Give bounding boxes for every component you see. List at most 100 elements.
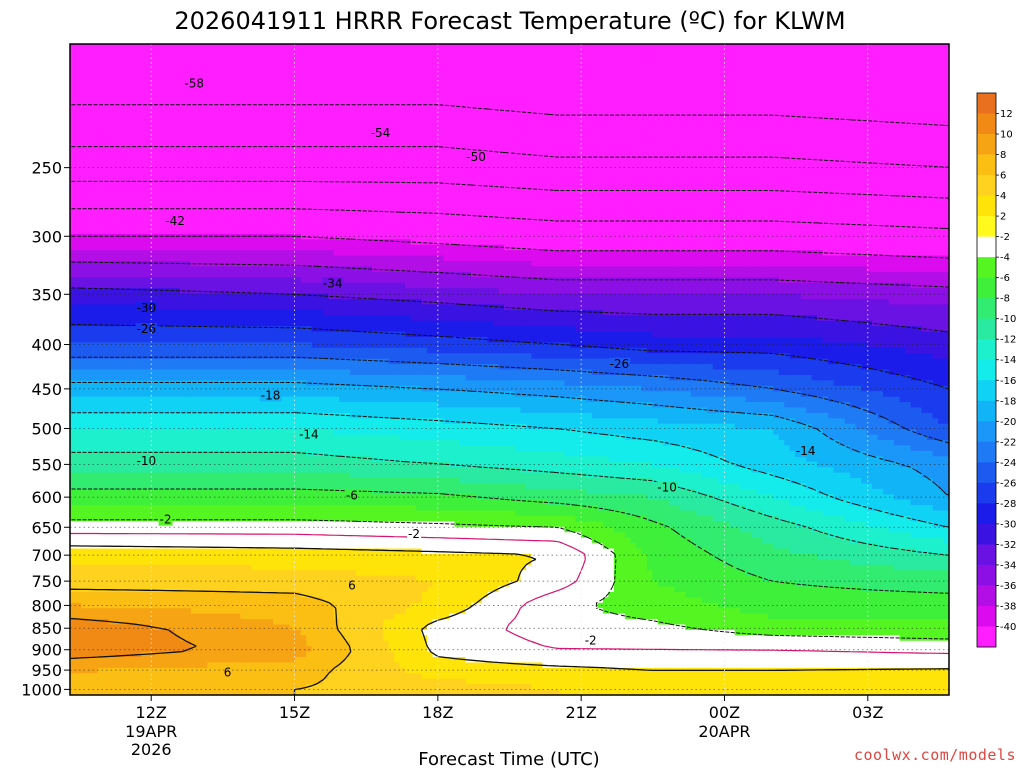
- temperature-cell: [113, 141, 121, 148]
- temperature-cell: [97, 223, 104, 230]
- temperature-cell: [124, 423, 132, 430]
- temperature-cell: [179, 201, 186, 208]
- temperature-cell: [163, 586, 170, 593]
- temperature-cell: [70, 201, 77, 208]
- temperature-cell: [218, 510, 225, 517]
- temperature-cell: [91, 76, 99, 83]
- temperature-cell: [146, 223, 153, 230]
- temperature-cell: [284, 304, 291, 311]
- temperature-cell: [245, 157, 252, 164]
- temperature-cell: [284, 423, 291, 430]
- temperature-cell: [207, 472, 214, 479]
- temperature-cell: [223, 282, 230, 289]
- temperature-cell: [70, 76, 77, 83]
- temperature-cell: [256, 255, 263, 262]
- temperature-cell: [179, 391, 186, 398]
- temperature-cell: [146, 212, 153, 219]
- temperature-cell: [201, 65, 208, 72]
- temperature-cell: [251, 49, 258, 56]
- temperature-cell: [152, 537, 159, 544]
- temperature-cell: [262, 559, 269, 566]
- temperature-cell: [251, 635, 258, 642]
- temperature-cell: [97, 559, 104, 566]
- temperature-cell: [207, 239, 214, 246]
- temperature-cell: [157, 434, 164, 441]
- temperature-cell: [201, 342, 208, 349]
- temperature-cell: [251, 418, 258, 425]
- temperature-cell: [201, 646, 208, 653]
- temperature-cell: [86, 640, 93, 647]
- temperature-cell: [223, 640, 230, 647]
- temperature-cell: [234, 440, 241, 447]
- temperature-cell: [108, 553, 115, 560]
- temperature-cell: [201, 673, 208, 680]
- temperature-cell: [119, 336, 126, 343]
- temperature-cell: [135, 212, 143, 219]
- temperature-cell: [278, 629, 285, 636]
- temperature-cell: [267, 109, 274, 116]
- temperature-cell: [245, 119, 252, 126]
- temperature-cell: [119, 320, 126, 327]
- temperature-cell: [75, 174, 82, 181]
- temperature-cell: [229, 608, 236, 615]
- temperature-cell: [97, 87, 104, 94]
- temperature-cell: [207, 402, 214, 409]
- temperature-cell: [267, 288, 274, 295]
- temperature-cell: [102, 521, 110, 528]
- temperature-cell: [102, 223, 110, 230]
- temperature-cell: [152, 510, 159, 517]
- temperature-cell: [201, 130, 208, 137]
- temperature-cell: [168, 206, 175, 213]
- temperature-cell: [218, 168, 225, 175]
- temperature-cell: [278, 602, 285, 609]
- temperature-cell: [75, 125, 82, 132]
- temperature-cell: [75, 418, 82, 425]
- temperature-cell: [108, 223, 115, 230]
- temperature-cell: [146, 385, 153, 392]
- temperature-cell: [240, 510, 247, 517]
- temperature-cell: [190, 336, 197, 343]
- temperature-cell: [152, 532, 159, 539]
- temperature-cell: [80, 591, 88, 598]
- temperature-cell: [135, 347, 143, 354]
- temperature-cell: [295, 244, 302, 251]
- temperature-cell: [190, 309, 197, 316]
- temperature-cell: [163, 543, 170, 550]
- temperature-cell: [273, 336, 280, 343]
- temperature-cell: [130, 342, 137, 349]
- temperature-cell: [168, 239, 175, 246]
- temperature-cell: [91, 591, 99, 598]
- temperature-cell: [135, 684, 143, 691]
- temperature-cell: [75, 369, 82, 376]
- temperature-cell: [97, 233, 104, 240]
- temperature-cell: [234, 114, 241, 121]
- temperature-cell: [141, 526, 148, 533]
- temperature-cell: [80, 212, 88, 219]
- temperature-cell: [207, 488, 214, 495]
- temperature-cell: [146, 684, 153, 691]
- temperature-cell: [289, 152, 296, 159]
- temperature-cell: [146, 396, 153, 403]
- temperature-cell: [130, 684, 137, 691]
- temperature-cell: [212, 250, 219, 257]
- temperature-cell: [141, 510, 148, 517]
- temperature-cell: [124, 217, 132, 224]
- temperature-cell: [207, 434, 214, 441]
- temperature-cell: [185, 450, 192, 457]
- temperature-cell: [256, 157, 263, 164]
- temperature-cell: [245, 288, 252, 295]
- temperature-cell: [157, 440, 164, 447]
- temperature-cell: [108, 212, 115, 219]
- temperature-cell: [130, 277, 137, 284]
- temperature-cell: [157, 244, 164, 251]
- temperature-cell: [80, 472, 88, 479]
- temperature-cell: [267, 559, 274, 566]
- temperature-cell: [190, 526, 197, 533]
- temperature-cell: [212, 125, 219, 132]
- temperature-cell: [251, 71, 258, 78]
- temperature-cell: [91, 168, 99, 175]
- temperature-cell: [102, 201, 110, 208]
- temperature-cell: [124, 49, 132, 56]
- temperature-cell: [119, 423, 126, 430]
- temperature-cell: [102, 119, 110, 126]
